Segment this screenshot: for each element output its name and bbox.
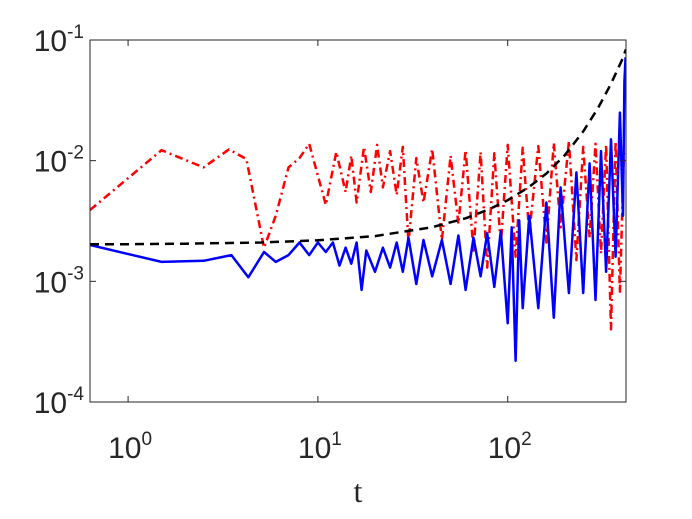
x-axis-label: t <box>354 473 363 509</box>
series-line-solid <box>90 57 626 362</box>
series-line-dashdot <box>90 139 626 331</box>
tick-layer: 10-4 10-3 10-2 10-1 100 101 102 <box>34 22 626 465</box>
y-tick-label: 10-2 <box>34 143 84 179</box>
series-line-dashed <box>90 48 626 246</box>
x-tick-label: 101 <box>298 429 342 465</box>
y-tick-label: 10-3 <box>34 263 84 299</box>
y-tick-label: 10-4 <box>34 384 85 420</box>
plot-area-frame <box>89 39 627 403</box>
x-tick-label: 100 <box>108 429 152 465</box>
series-layer <box>90 48 626 362</box>
y-tick-label: 10-1 <box>34 22 84 58</box>
x-tick-label: 102 <box>488 429 532 465</box>
